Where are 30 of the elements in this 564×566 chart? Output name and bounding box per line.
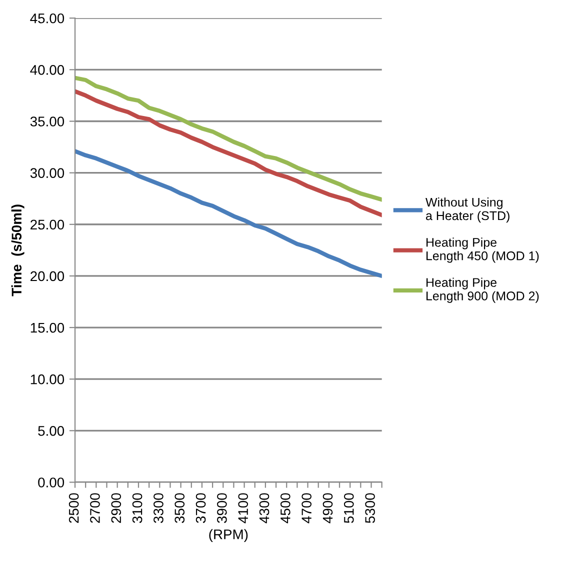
legend-label: Heating Pipe Length 900 (MOD 2) bbox=[426, 278, 539, 303]
x-tick-label: 2900 bbox=[111, 493, 122, 523]
y-tick-label: 25.00 bbox=[30, 220, 64, 230]
legend-label: Heating Pipe Length 450 (MOD 1) bbox=[426, 238, 539, 263]
x-tick-label: 4500 bbox=[280, 493, 290, 524]
x-tick-label: 3100 bbox=[132, 493, 142, 524]
y-tick-label: 45.00 bbox=[30, 13, 64, 24]
x-tick-label: 4700 bbox=[302, 493, 312, 524]
y-tick-label: 35.00 bbox=[30, 116, 64, 126]
x-axis-title: (RPM) bbox=[209, 529, 248, 542]
x-tick-label: 3900 bbox=[217, 493, 227, 524]
y-tick-label: 20.00 bbox=[30, 271, 64, 282]
y-tick-label: 30.00 bbox=[30, 168, 64, 178]
x-tick-label: 5300 bbox=[365, 493, 375, 523]
y-tick-label: 40.00 bbox=[30, 65, 64, 75]
x-tick-label: 2700 bbox=[90, 493, 100, 523]
y-axis-title: Time (s/50ml) bbox=[11, 204, 24, 296]
y-tick-label: 5.00 bbox=[38, 426, 64, 436]
x-tick-label: 5100 bbox=[344, 493, 354, 523]
legend-label: Without Using a Heater (STD) bbox=[426, 197, 510, 223]
x-tick-label: 4900 bbox=[322, 493, 333, 524]
y-tick-label: 15.00 bbox=[30, 322, 64, 333]
x-tick-label: 4100 bbox=[238, 493, 248, 524]
y-tick-label: 10.00 bbox=[30, 374, 64, 384]
x-tick-label: 2500 bbox=[68, 493, 79, 523]
x-tick-label: 4300 bbox=[259, 493, 270, 524]
x-tick-label: 3300 bbox=[154, 493, 164, 524]
x-tick-label: 3500 bbox=[174, 493, 185, 524]
x-tick-label: 3700 bbox=[196, 493, 206, 524]
y-tick-label: 0.00 bbox=[38, 478, 64, 488]
